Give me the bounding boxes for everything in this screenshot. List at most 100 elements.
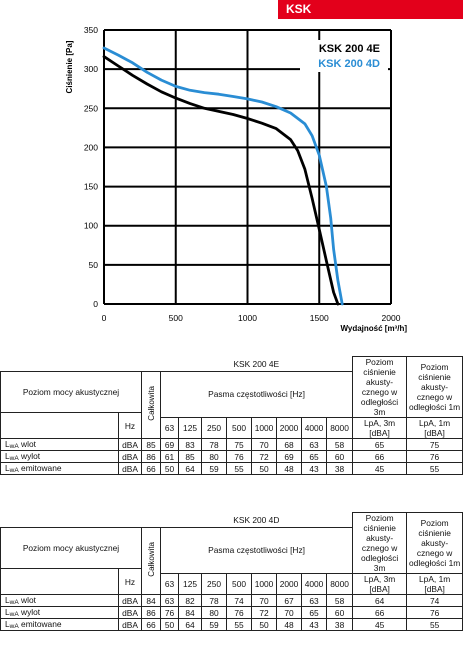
pressure-flow-chart: 0 500 1000 1500 2000 0 50 100 150 200 250 300 350 Ciś… [65,25,407,333]
freq-header: 500 [226,573,253,595]
freq-header: 63 [160,573,180,595]
p1-header: Poziom ciśnienie akusty- cznego w odległ… [406,512,463,574]
band-value: 69 [276,450,303,463]
p3-header: Poziom ciśnienie akusty- cznego w odległ… [352,356,408,418]
band-value: 65 [301,450,328,463]
band-value: 82 [178,594,203,607]
band-value: 83 [178,438,203,451]
row-unit: dBA [118,450,142,463]
band-value: 80 [201,606,228,619]
band-value: 59 [201,462,228,475]
band-value: 43 [301,618,328,631]
row-total: 86 [140,450,162,463]
p3-unit: LpA, 3m [dBA] [352,573,408,595]
band-value: 72 [251,450,278,463]
series-line-1 [102,55,340,306]
band-value: 69 [160,438,180,451]
freq-header: 8000 [326,417,354,439]
freq-header: 4000 [301,417,328,439]
row-unit: dBA [118,594,142,607]
y-tick-label: 100 [84,221,98,231]
title-spacer [1,357,161,372]
band-value: 50 [160,462,180,475]
row-total: 66 [140,462,162,475]
legend-box [300,40,388,72]
p1-unit: LpA, 1m [dBA] [406,573,463,595]
freq-header: 63 [160,417,180,439]
band-value: 60 [326,450,354,463]
y-axis-label: Ciśnienie [Pa] [65,40,74,93]
band-value: 70 [276,606,303,619]
row-total: 66 [140,618,162,631]
freq-header: 2000 [276,417,303,439]
p1-value: 55 [406,462,463,475]
row-label-text: wlot [21,439,36,450]
band-value: 70 [251,438,278,451]
p3-value: 66 [352,450,408,463]
row-unit: dBA [118,438,142,451]
freq-header: 8000 [326,573,354,595]
band-value: 67 [276,594,303,607]
band-value: 61 [160,450,180,463]
freq-header: 250 [201,417,228,439]
band-value: 58 [326,438,354,451]
table-title: KSK 200 4D [233,514,280,525]
p3-value: 64 [352,594,408,607]
acoustic-table-4e: KSK 200 4E Poziom ciśnienie akusty- czneg… [0,356,463,475]
p1-value: 55 [406,618,463,631]
row-label-text: emitowane [21,619,62,630]
freq-header: 4000 [301,573,328,595]
p1-unit: LpA, 1m [dBA] [406,417,463,439]
band-value: 76 [226,450,253,463]
band-value: 78 [201,594,228,607]
band-value: 48 [276,618,303,631]
band-value: 85 [178,450,203,463]
row-total: 86 [140,606,162,619]
series-line-2 [102,46,344,306]
p1-value: 75 [406,438,463,451]
row-header-label: Poziom mocy akustycznej [0,370,142,414]
band-value: 65 [301,606,328,619]
hz-label: Hz [118,412,142,439]
legend-entry-2: KSK 200 4D [318,58,380,70]
band-value: 75 [226,438,253,451]
y-tick-label: 250 [84,103,98,113]
band-value: 76 [226,606,253,619]
acoustic-table-4d: KSK 200 4D Poziom ciśnienie akusty- czneg… [0,512,463,631]
band-value: 64 [178,462,203,475]
band-value: 72 [251,606,278,619]
freq-header: 500 [226,417,253,439]
total-header: Całkowita [140,370,162,439]
band-value: 68 [276,438,303,451]
row-label: LwA wylot [0,450,119,463]
x-tick-label: 0 [102,313,107,323]
y-tick-label: 200 [84,142,98,152]
x-axis-label: Wydajność [m³/h] [340,324,407,333]
band-value: 74 [226,594,253,607]
row-label-text: wlot [21,595,36,606]
row-label-text: wylot [21,607,41,618]
p1-header: Poziom ciśnienie akusty- cznego w odległ… [406,356,463,418]
freq-header: 2000 [276,573,303,595]
hz-label: Hz [118,568,142,595]
row-total: 84 [140,594,162,607]
row-label-text: emitowane [21,463,62,474]
total-header: Całkowita [140,526,162,595]
bands-header: Pasma częstotliwości [Hz] [160,370,354,418]
p3-unit: LpA, 3m [dBA] [352,417,408,439]
y-tick-label: 150 [84,182,98,192]
band-value: 58 [326,594,354,607]
table-title: KSK 200 4E [233,358,280,369]
row-header-label: Poziom mocy akustycznej [0,526,142,570]
freq-header: 250 [201,573,228,595]
band-value: 64 [178,618,203,631]
row-label-text: wylot [21,451,41,462]
band-value: 55 [226,618,253,631]
x-tick-label: 1500 [310,313,329,323]
total-header-text: Całkowita [146,542,156,578]
band-value: 60 [326,606,354,619]
freq-header: 1000 [251,417,278,439]
band-value: 63 [301,594,328,607]
p3-value: 45 [352,618,408,631]
band-value: 84 [178,606,203,619]
